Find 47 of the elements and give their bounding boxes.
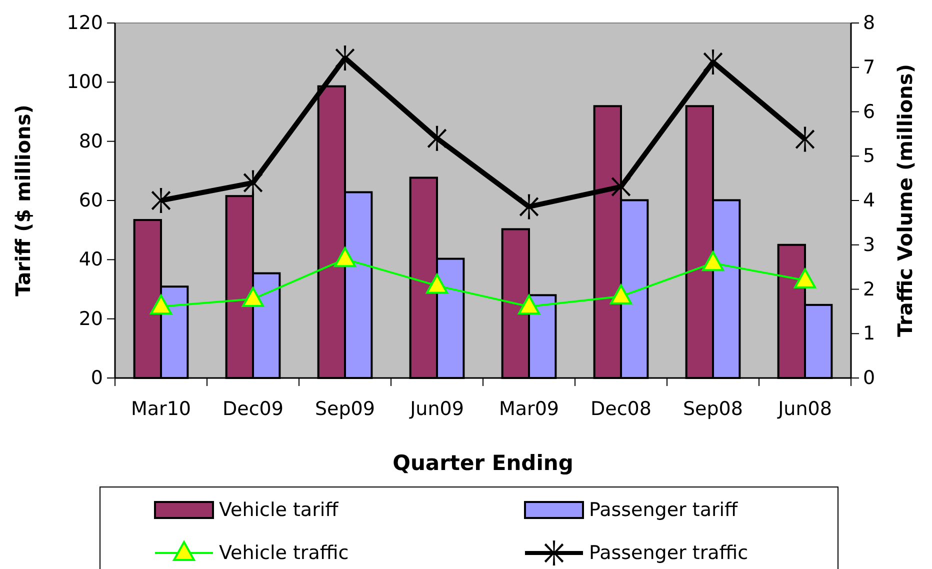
y-tick-label: 0 (90, 367, 103, 389)
y2-tick-label: 8 (863, 12, 876, 34)
point (611, 174, 631, 200)
point (610, 284, 632, 304)
y2-axis-title: Traffic Volume (millions) (893, 64, 917, 337)
x-tick-label: Jun08 (777, 398, 832, 420)
y2-tick-label: 2 (863, 278, 876, 300)
y2-tick-label: 3 (863, 234, 876, 256)
y-axis-title: Tariff ($ millions) (11, 104, 35, 296)
y-tick-label: 100 (66, 71, 103, 94)
y-tick-label: 20 (78, 308, 103, 330)
point (335, 46, 355, 71)
point (519, 194, 539, 220)
y-tick-label: 120 (66, 12, 103, 34)
point (151, 188, 171, 213)
y-tick-label: 40 (78, 248, 103, 271)
point (427, 126, 447, 151)
y-tick-label: 80 (78, 130, 103, 152)
y2-tick-label: 7 (863, 56, 876, 78)
y2-tick-label: 1 (863, 322, 876, 345)
point (794, 268, 816, 288)
point (518, 294, 540, 315)
legend-label: Vehicle traffic (219, 542, 349, 564)
x-tick-label: Sep09 (315, 398, 375, 420)
y2-tick-label: 5 (863, 145, 876, 168)
point (150, 294, 172, 315)
x-tick-label: Jun09 (409, 398, 464, 420)
point (795, 126, 815, 152)
x-tick-label: Dec08 (590, 398, 652, 420)
y2-tick-label: 0 (863, 367, 876, 389)
point (334, 247, 356, 268)
point (703, 50, 723, 75)
x-tick-label: Sep08 (683, 398, 743, 420)
y2-tick-label: 4 (863, 190, 876, 212)
y2-tick-label: 6 (863, 100, 876, 123)
x-tick-label: Dec09 (222, 398, 284, 420)
point (243, 170, 263, 196)
legend-label: Vehicle tariff (219, 499, 340, 521)
x-tick-label: Mar10 (130, 398, 192, 420)
point (702, 251, 724, 272)
point (242, 287, 264, 308)
point (426, 274, 448, 294)
legend-label: Passenger tariff (589, 499, 739, 521)
legend-label: Passenger traffic (589, 542, 748, 564)
x-axis-title: Quarter Ending (392, 451, 574, 475)
y-tick-label: 60 (78, 190, 103, 212)
x-tick-label: Mar09 (498, 398, 560, 420)
